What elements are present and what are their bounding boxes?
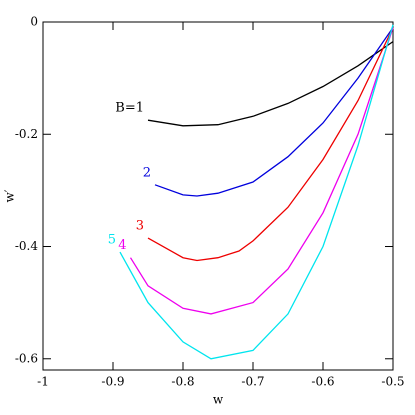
series-label: 3 — [136, 219, 144, 234]
x-tick-label: -0.6 — [311, 375, 334, 389]
x-axis-label: w — [213, 393, 224, 407]
series-label: 5 — [108, 233, 116, 248]
series-line — [147, 41, 394, 127]
series-line — [154, 27, 394, 197]
x-tick-label: -0.8 — [171, 375, 194, 389]
y-tick-label: -0.6 — [15, 351, 38, 365]
x-tick-label: -0.5 — [381, 375, 404, 389]
series-line — [129, 27, 394, 315]
plot-frame — [42, 21, 394, 371]
x-tick-label: -0.7 — [241, 375, 264, 389]
series-label: B=1 — [115, 101, 144, 116]
series-label: 2 — [143, 165, 151, 180]
y-tick-label: -0.2 — [15, 127, 38, 141]
series-label: 4 — [118, 238, 126, 253]
y-tick-label: 0 — [30, 15, 38, 29]
series-line — [119, 24, 394, 360]
y-axis-label: w′ — [3, 189, 17, 202]
y-tick-label: -0.4 — [15, 239, 39, 253]
series-line — [147, 27, 394, 262]
x-tick-label: -1 — [37, 375, 49, 389]
x-tick-label: -0.9 — [101, 375, 124, 389]
